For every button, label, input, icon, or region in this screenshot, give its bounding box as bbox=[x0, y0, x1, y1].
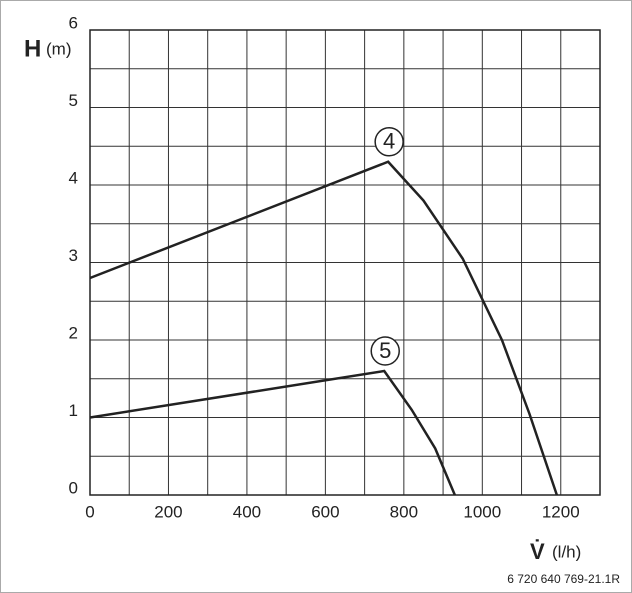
x-tick-label: 800 bbox=[390, 502, 418, 521]
curve-label: 4 bbox=[383, 129, 395, 154]
y-tick-label: 6 bbox=[69, 13, 78, 32]
y-axis-label: H bbox=[24, 35, 41, 62]
x-tick-label: 600 bbox=[311, 502, 339, 521]
x-axis-unit: (l/h) bbox=[552, 542, 581, 561]
curve bbox=[89, 369, 456, 496]
curve bbox=[89, 160, 559, 496]
x-axis-label: V̇ bbox=[530, 539, 545, 564]
x-tick-label: 200 bbox=[154, 502, 182, 521]
curve-label: 5 bbox=[379, 338, 391, 363]
x-tick-label: 1200 bbox=[542, 502, 580, 521]
y-tick-label: 0 bbox=[69, 478, 78, 497]
y-tick-label: 2 bbox=[69, 323, 78, 342]
plot-border bbox=[89, 29, 601, 496]
y-tick-label: 5 bbox=[69, 91, 78, 110]
y-tick-label: 1 bbox=[69, 401, 78, 420]
curve-label-circle bbox=[370, 336, 400, 366]
y-tick-label: 3 bbox=[69, 246, 78, 265]
x-tick-label: 0 bbox=[85, 502, 94, 521]
curve-label-circle bbox=[374, 127, 404, 157]
x-tick-label: 400 bbox=[233, 502, 261, 521]
y-axis-unit: (m) bbox=[46, 39, 71, 58]
footnote: 6 720 640 769-21.1R bbox=[507, 572, 620, 586]
y-tick-label: 4 bbox=[69, 168, 78, 187]
x-tick-label: 1000 bbox=[463, 502, 501, 521]
